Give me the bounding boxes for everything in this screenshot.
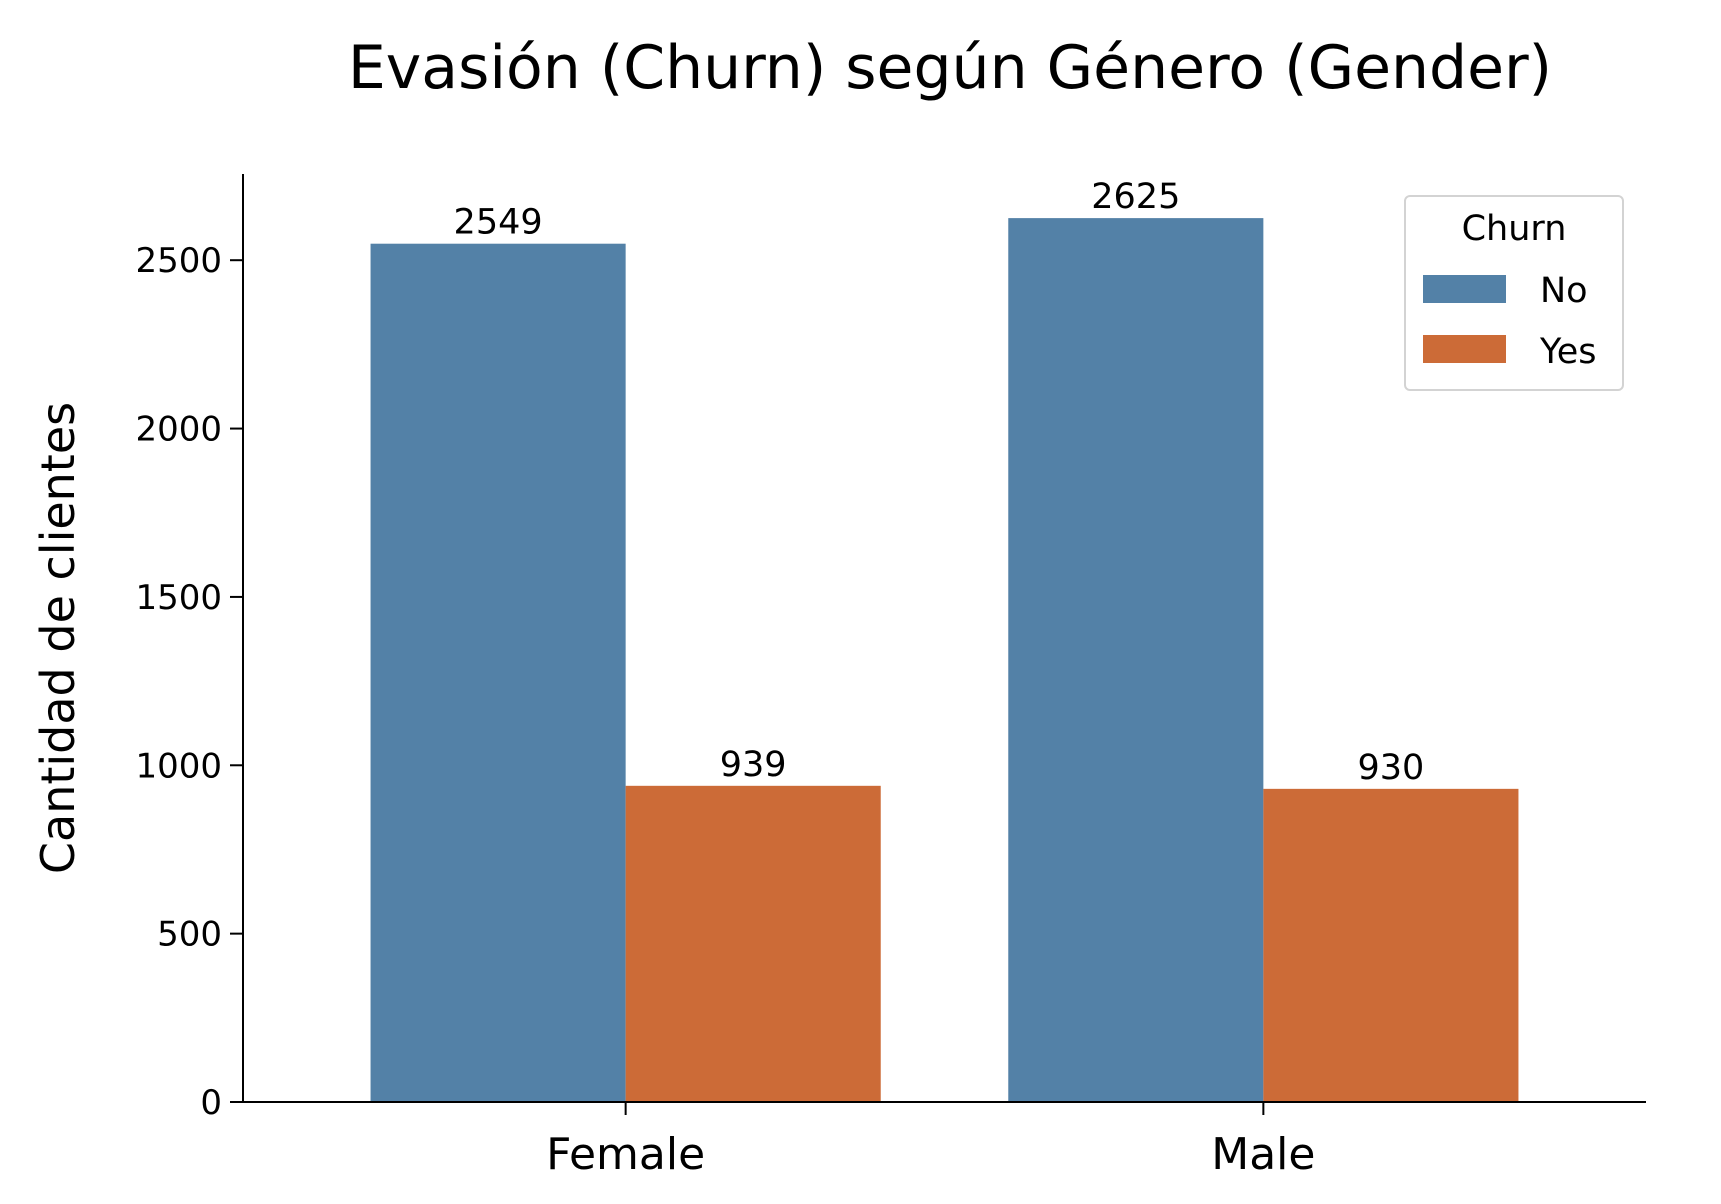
x-tick-label-female: Female <box>546 1129 705 1180</box>
bar-female-no <box>370 243 626 1102</box>
x-ticks-group: Female Male <box>546 1102 1315 1180</box>
y-ticks-group: 0 500 1000 1500 2000 2500 <box>135 241 243 1123</box>
value-label-female-yes: 939 <box>720 745 787 785</box>
y-tick-label: 500 <box>157 915 222 955</box>
y-axis-label: Cantidad de clientes <box>31 402 85 874</box>
legend-label-yes: Yes <box>1539 332 1597 372</box>
legend-label-no: No <box>1540 271 1588 311</box>
value-label-female-no: 2549 <box>454 203 543 243</box>
value-labels-group: 2549 2625 939 930 <box>454 177 1425 788</box>
bars-group <box>370 218 1519 1103</box>
legend-swatch-no <box>1423 275 1506 303</box>
value-label-male-no: 2625 <box>1091 177 1180 217</box>
value-label-male-yes: 930 <box>1358 748 1425 788</box>
y-tick-label: 0 <box>200 1083 222 1123</box>
x-tick-label-male: Male <box>1211 1129 1315 1180</box>
chart-title: Evasión (Churn) según Género (Gender) <box>348 33 1552 103</box>
bar-male-yes <box>1263 788 1519 1102</box>
legend-swatch-yes <box>1423 335 1506 363</box>
legend-title: Churn <box>1462 209 1567 249</box>
y-tick-label: 2500 <box>135 241 222 281</box>
bar-female-yes <box>625 785 881 1102</box>
y-tick-label: 1500 <box>135 578 222 618</box>
bar-male-no <box>1008 218 1264 1103</box>
legend: Churn No Yes <box>1404 195 1624 391</box>
y-tick-label: 1000 <box>135 746 222 786</box>
y-tick-label: 2000 <box>135 410 222 450</box>
